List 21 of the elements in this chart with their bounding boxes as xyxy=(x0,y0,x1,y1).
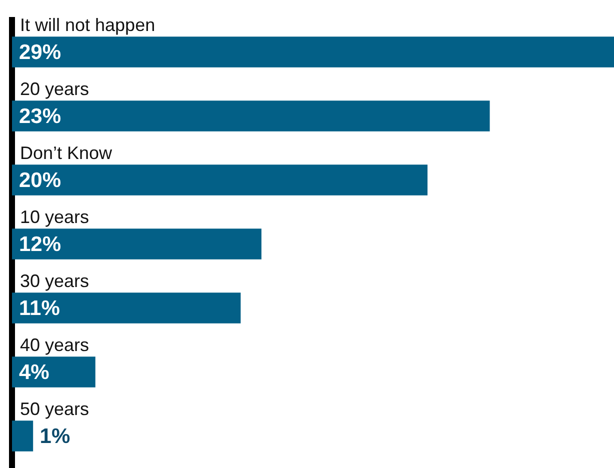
y-tick-label: 30 years xyxy=(20,271,90,291)
data-label: 12% xyxy=(19,232,62,256)
bar xyxy=(12,228,262,260)
data-label: 11% xyxy=(19,296,60,320)
y-tick-label: Don’t Know xyxy=(20,143,114,163)
data-label: 1% xyxy=(40,424,70,448)
bar xyxy=(12,356,96,388)
data-label: 29% xyxy=(19,40,62,64)
data-label: 23% xyxy=(19,104,62,128)
y-tick-label: 10 years xyxy=(20,207,90,227)
y-tick-label: 50 years xyxy=(20,399,90,419)
bar xyxy=(12,292,241,324)
y-tick-label: 20 years xyxy=(20,79,90,99)
bar xyxy=(12,420,34,452)
bar xyxy=(12,36,614,68)
y-tick-label: 40 years xyxy=(20,335,90,355)
bar xyxy=(12,100,490,132)
bar xyxy=(12,164,428,196)
data-label: 4% xyxy=(19,360,50,384)
data-label: 20% xyxy=(19,168,62,192)
y-tick-label: It will not happen xyxy=(20,15,156,35)
